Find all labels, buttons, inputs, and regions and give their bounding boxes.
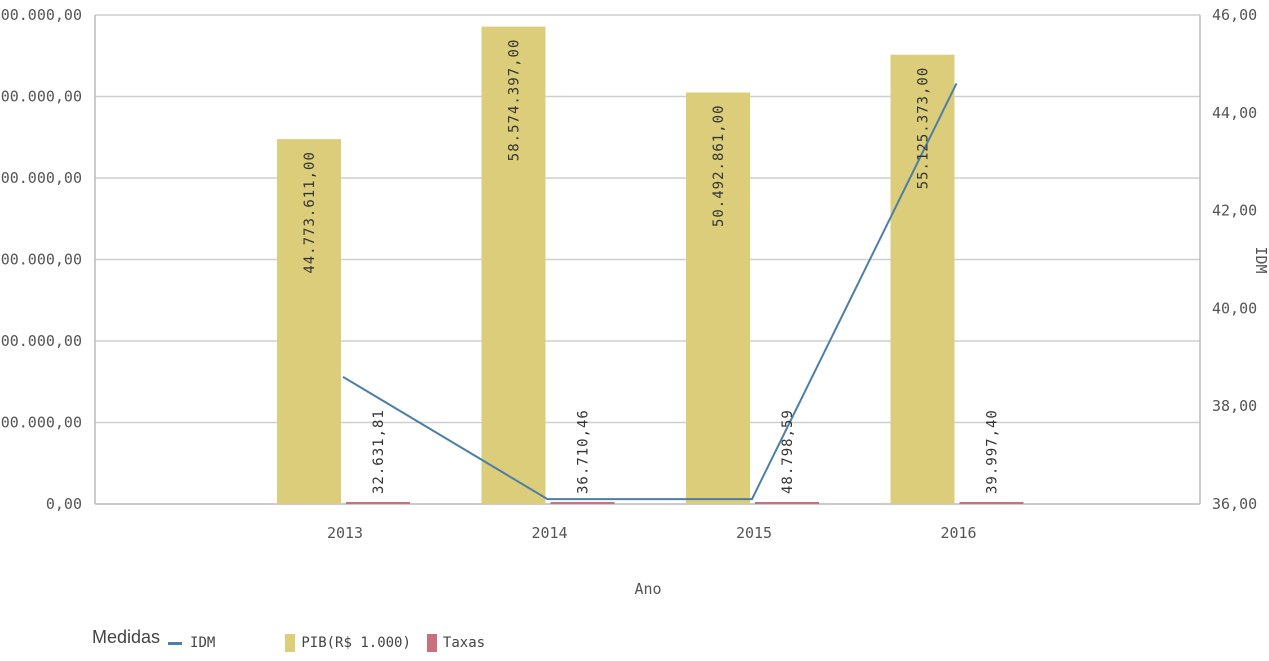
legend-label-idm: IDM bbox=[190, 635, 215, 651]
legend-title: Medidas bbox=[92, 627, 160, 648]
legend-label-taxas: Taxas bbox=[443, 635, 485, 651]
taxas-bar bbox=[755, 502, 819, 504]
bars bbox=[277, 27, 1024, 504]
y-left-tick-label: 40.000.000,00 bbox=[0, 169, 82, 187]
taxas-bar bbox=[346, 502, 410, 504]
y-right-tick-label: 44,00 bbox=[1212, 104, 1257, 122]
x-tick-label: 2014 bbox=[531, 524, 567, 542]
taxas-bar bbox=[551, 502, 615, 504]
x-tick-label: 2013 bbox=[327, 524, 363, 542]
taxas-data-label: 39.997,40 bbox=[985, 409, 1001, 494]
x-tick-label: 2015 bbox=[736, 524, 772, 542]
y-right-tick-label: 36,00 bbox=[1212, 495, 1257, 513]
taxas-data-label: 32.631,81 bbox=[371, 409, 387, 494]
y-left-tick-label: 20.000.000,00 bbox=[0, 332, 82, 350]
taxas-bar bbox=[960, 502, 1024, 504]
y-left-tick-label: 60.000.000,00 bbox=[0, 6, 82, 24]
y-right-tick-label: 42,00 bbox=[1212, 202, 1257, 220]
pib-data-label: 44.773.611,00 bbox=[302, 151, 318, 274]
y-right-axis-title: IDM bbox=[1252, 246, 1269, 273]
y-left-tick-label: 0,00 bbox=[46, 495, 82, 513]
y-right-tick-label: 38,00 bbox=[1212, 397, 1257, 415]
legend-item-pib[interactable]: PIB(R$ 1.000) bbox=[285, 634, 411, 652]
legend-item-idm[interactable]: IDM bbox=[168, 635, 215, 651]
tick-labels: 0,00 10.000.000,00 20.000.000,00 30.000.000… bbox=[0, 6, 1257, 542]
grid-lines bbox=[95, 15, 1200, 423]
pib-data-label: 50.492.861,00 bbox=[711, 104, 727, 227]
y-right-tick-label: 46,00 bbox=[1212, 6, 1257, 24]
legend-label-pib: PIB(R$ 1.000) bbox=[301, 635, 411, 651]
legend: Medidas IDM PIB(R$ 1.000) Taxas bbox=[92, 628, 485, 658]
legend-swatch-pib bbox=[285, 634, 295, 652]
pib-data-label: 58.574.397,00 bbox=[507, 39, 523, 162]
idm-line bbox=[343, 83, 957, 499]
x-axis-title: Ano bbox=[634, 580, 661, 598]
taxas-data-label: 36.710,46 bbox=[576, 409, 592, 494]
idm-line-path bbox=[343, 83, 957, 499]
legend-swatch-taxas bbox=[427, 634, 437, 652]
y-left-tick-label: 10.000.000,00 bbox=[0, 414, 82, 432]
legend-item-taxas[interactable]: Taxas bbox=[427, 634, 485, 652]
x-tick-label: 2016 bbox=[940, 524, 976, 542]
pib-data-label: 55.125.373,00 bbox=[916, 67, 932, 190]
legend-swatch-idm bbox=[168, 642, 182, 645]
y-left-tick-label: 30.000.000,00 bbox=[0, 251, 82, 269]
taxas-data-label: 48.798,59 bbox=[780, 409, 796, 494]
y-left-tick-label: 50.000.000,00 bbox=[0, 88, 82, 106]
y-right-tick-label: 40,00 bbox=[1212, 299, 1257, 317]
